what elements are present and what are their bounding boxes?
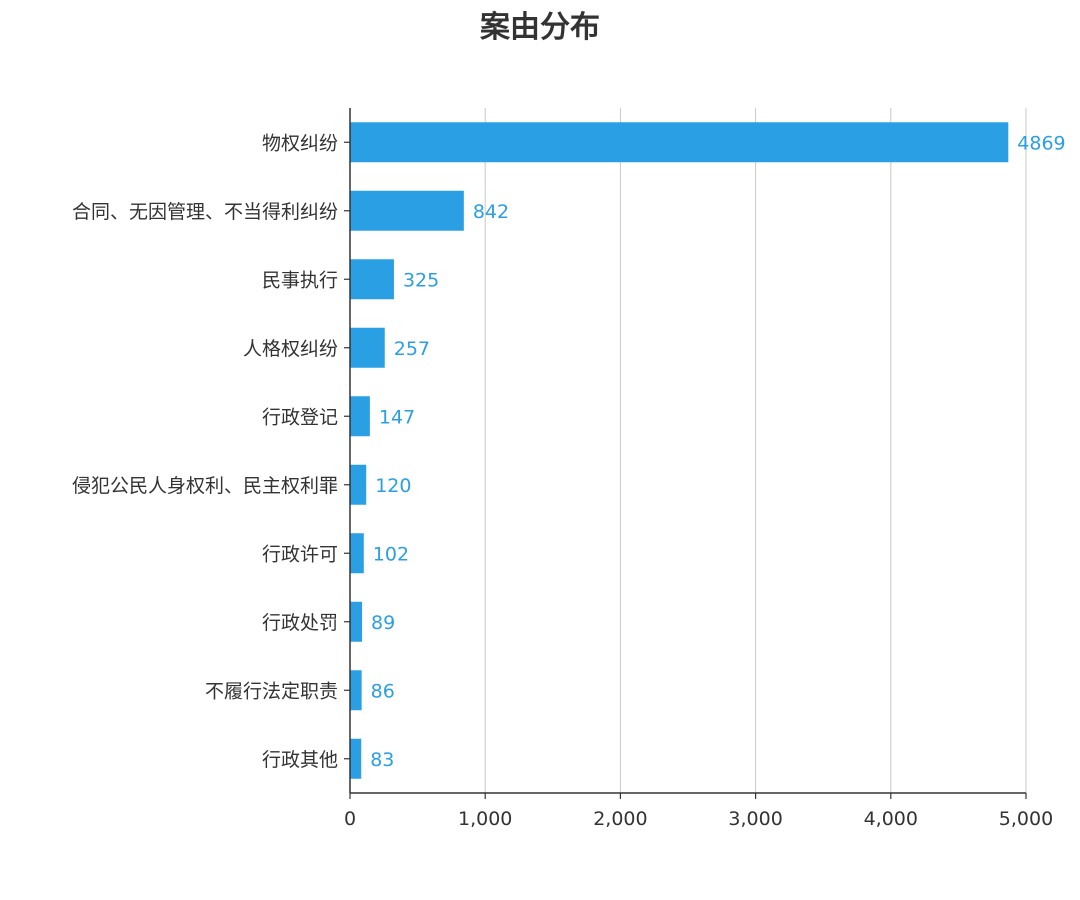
data-label: 325 (403, 269, 439, 291)
category-label: 侵犯公民人身权利、民主权利罪 (72, 475, 338, 497)
chart-title: 案由分布 (480, 10, 600, 45)
category-label: 行政许可 (262, 543, 338, 565)
bar (350, 533, 364, 574)
data-label: 120 (375, 475, 411, 497)
x-tick-label: 3,000 (728, 808, 782, 830)
bar (350, 259, 394, 300)
x-tick-label: 2,000 (593, 808, 647, 830)
bar (350, 601, 363, 642)
data-label: 86 (371, 680, 395, 702)
bar (350, 122, 1009, 163)
category-label: 合同、无因管理、不当得利纠纷 (72, 201, 338, 223)
category-label: 行政登记 (262, 406, 338, 428)
grid-lines (484, 108, 1027, 793)
category-label: 不履行法定职责 (205, 680, 338, 702)
category-label: 行政处罚 (262, 612, 338, 634)
data-label: 4869 (1017, 132, 1065, 154)
category-label: 人格权纠纷 (243, 338, 338, 360)
bar (350, 190, 464, 231)
data-label: 257 (394, 338, 430, 360)
data-label: 83 (370, 749, 394, 771)
data-label: 147 (379, 406, 415, 428)
data-label: 89 (371, 612, 395, 634)
data-label: 102 (373, 543, 409, 565)
bar (350, 464, 367, 505)
bar (350, 396, 370, 437)
x-tick-label: 1,000 (458, 808, 512, 830)
x-tick-label: 0 (344, 808, 356, 830)
category-label: 物权纠纷 (262, 132, 338, 154)
x-tick-label: 4,000 (864, 808, 918, 830)
bar (350, 670, 362, 711)
category-label: 民事执行 (262, 269, 338, 291)
category-label: 行政其他 (262, 749, 338, 771)
bar (350, 327, 385, 368)
axes (344, 108, 1027, 799)
bars (350, 122, 1009, 779)
bar (350, 738, 362, 779)
x-tick-label: 5,000 (999, 808, 1053, 830)
data-label: 842 (473, 201, 509, 223)
labels: 0 1,000 2,000 3,000 4,000 5,000 物权纠纷 4869 合同、无因管… (72, 132, 1066, 830)
